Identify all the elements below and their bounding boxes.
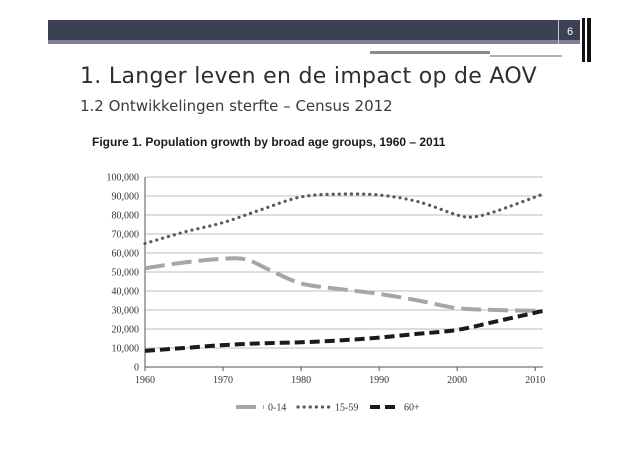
series-line-15-59 <box>143 192 545 246</box>
header-underline-secondary <box>490 55 562 57</box>
y-tick-label: 40,000 <box>112 287 140 298</box>
y-tick-label: 60,000 <box>112 249 140 260</box>
legend-label: 0-14 <box>268 403 286 414</box>
y-tick-label: 0 <box>134 363 139 374</box>
x-tick-label: 1990 <box>369 375 389 386</box>
header-underline <box>370 51 490 54</box>
y-tick-label: 90,000 <box>112 192 140 203</box>
y-tick-label: 50,000 <box>112 268 140 279</box>
header-bar <box>48 20 580 40</box>
x-tick-label: 2000 <box>447 375 467 386</box>
corner-marks <box>582 18 592 62</box>
series-line-60plus <box>144 308 544 353</box>
legend-label: 60+ <box>404 403 420 414</box>
x-tick-label: 1970 <box>213 375 233 386</box>
y-tick-label: 30,000 <box>112 306 140 317</box>
y-tick-label: 70,000 <box>112 230 140 241</box>
page-number: 6 <box>558 20 581 44</box>
y-tick-label: 80,000 <box>112 211 140 222</box>
y-tick-label: 10,000 <box>112 344 140 355</box>
slide-title: 1. Langer leven en de impact op de AOV <box>80 64 537 89</box>
header-accent-bar <box>48 40 580 44</box>
y-tick-label: 100,000 <box>107 173 140 184</box>
x-tick-label: 1980 <box>291 375 311 386</box>
chart-title: Figure 1. Population growth by broad age… <box>92 135 446 149</box>
y-tick-label: 20,000 <box>112 325 140 336</box>
x-tick-label: 2010 <box>525 375 545 386</box>
x-tick-label: 1960 <box>135 375 155 386</box>
legend-label: 15-59 <box>335 403 358 414</box>
slide-subtitle: 1.2 Ontwikkelingen sterfte – Census 2012 <box>80 97 393 115</box>
series-line-0-14 <box>144 256 544 313</box>
